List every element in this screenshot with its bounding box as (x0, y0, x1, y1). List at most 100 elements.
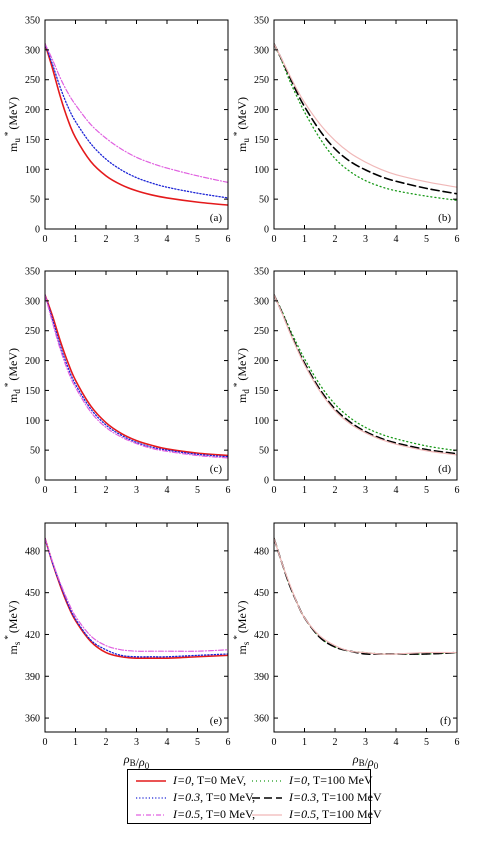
y-tick-label-a: 100 (25, 165, 40, 176)
y-tick-label-c: 100 (25, 416, 40, 427)
x-tick-label-f: 3 (363, 737, 368, 748)
y-tick-label-c: 200 (25, 356, 40, 367)
x-tick-label-b: 1 (302, 234, 307, 245)
y-tick-label-d: 350 (254, 267, 269, 278)
y-axis-label-f: ms*(MeV) (232, 600, 251, 654)
x-tick-label-b: 2 (333, 234, 338, 245)
y-tick-label-a: 50 (30, 195, 40, 206)
x-tick-label-f: 6 (455, 737, 460, 748)
y-tick-label-d: 0 (264, 476, 269, 487)
panel-d: 0 1 2 3 4 5 6 0 50 100 150 200 250 300 350 (d) md*(MeV) (232, 267, 460, 497)
y-tick-label-e: 360 (25, 714, 40, 725)
x-tick-label-e: 3 (134, 737, 139, 748)
series-group-a (45, 43, 228, 206)
legend-swatch-3 (136, 797, 166, 799)
x-tick-label-f: 0 (272, 737, 277, 748)
series-line-a-s1 (45, 43, 228, 206)
x-tick-label-c: 3 (134, 485, 139, 496)
x-tick-label-e: 4 (165, 737, 170, 748)
series-line-f-s6 (274, 537, 457, 655)
plot-frame-d (273, 270, 458, 481)
y-tick-label-f: 420 (254, 630, 269, 641)
x-tick-label-d: 4 (394, 485, 399, 496)
series-group-b (274, 43, 457, 201)
series-group-c (45, 294, 228, 459)
y-tick-label-d: 100 (254, 416, 269, 427)
x-tick-label-c: 4 (165, 485, 170, 496)
legend-label-2: I=0, T=100 MeV (289, 772, 373, 789)
y-tick-label-b: 300 (254, 45, 269, 56)
y-tick-label-e: 390 (25, 672, 40, 683)
y-tick-label-b: 50 (259, 195, 269, 206)
series-line-b-s4 (274, 43, 457, 195)
panel-b: 0 1 2 3 4 5 6 0 50 100 150 200 250 300 350 (b) mu*(MeV) (232, 16, 460, 246)
y-axis-label-d: md*(MeV) (232, 348, 251, 403)
legend-swatch-1 (136, 780, 166, 782)
x-tick-label-e: 6 (226, 737, 231, 748)
x-tick-label-a: 6 (226, 234, 231, 245)
y-tick-label-b: 350 (254, 16, 269, 27)
x-tick-label-a: 5 (195, 234, 200, 245)
legend-text-5: , T=0 MeV, (200, 807, 256, 821)
series-line-c-s5 (45, 294, 228, 459)
panel-a: 0 1 2 3 4 5 6 0 50 100 150 200 250 300 350 (a) mu*(MeV) (3, 16, 231, 246)
legend-label-3: I=0.3, T=0 MeV, (173, 789, 255, 806)
y-tick-label-d: 50 (259, 446, 269, 457)
panel-c: 0 1 2 3 4 5 6 0 50 100 150 200 250 300 350 (c) md*(MeV) (3, 267, 231, 497)
y-tick-label-f: 360 (254, 714, 269, 725)
y-tick-label-a: 350 (25, 16, 40, 27)
x-tick-label-b: 0 (272, 234, 277, 245)
x-tick-label-f: 4 (394, 737, 399, 748)
y-tick-label-c: 50 (30, 446, 40, 457)
panel-e: 0 1 2 3 4 5 6 360 390 420 450 480 (e) ms*(MeV) ρB/ρ0 (3, 522, 231, 771)
x-tick-label-c: 1 (73, 485, 78, 496)
y-tick-label-c: 250 (25, 326, 40, 337)
series-group-f (274, 537, 457, 655)
legend-text-2: , T=100 MeV (307, 773, 373, 787)
x-axis-label-e: ρB/ρ0 (123, 752, 150, 771)
y-tick-label-c: 150 (25, 386, 40, 397)
legend-italic-2: I=0 (289, 773, 308, 787)
legend-swatch-5 (136, 814, 166, 816)
y-tick-label-d: 200 (254, 356, 269, 367)
y-tick-label-b: 250 (254, 75, 269, 86)
legend-italic-4: I=0.3 (289, 790, 317, 804)
panel-label-a: (a) (210, 212, 223, 224)
y-tick-label-e: 450 (25, 588, 40, 599)
legend-label-1: I=0, T=0 MeV, (173, 772, 246, 789)
y-tick-label-c: 300 (25, 296, 40, 307)
x-tick-label-f: 5 (424, 737, 429, 748)
panel-label-d: (d) (438, 463, 451, 475)
legend-label-6: I=0.5, T=100 MeV (289, 806, 382, 823)
x-tick-label-b: 6 (455, 234, 460, 245)
series-group-e (45, 537, 228, 660)
x-tick-label-e: 1 (73, 737, 78, 748)
y-tick-label-d: 250 (254, 326, 269, 337)
legend-swatch-4 (252, 797, 282, 799)
y-axis-label-e: ms*(MeV) (3, 600, 22, 654)
y-tick-label-b: 0 (264, 225, 269, 236)
y-tick-label-b: 200 (254, 105, 269, 116)
x-tick-label-d: 3 (363, 485, 368, 496)
series-line-c-s3 (45, 294, 228, 458)
legend-text-1: , T=0 MeV, (191, 773, 247, 787)
x-axis-label-f: ρB/ρ0 (352, 752, 379, 771)
x-tick-label-b: 5 (424, 234, 429, 245)
y-axis-label-c: md*(MeV) (3, 348, 22, 403)
x-tick-label-f: 1 (302, 737, 307, 748)
legend-swatch-2 (252, 780, 282, 782)
panel-label-b: (b) (438, 212, 451, 224)
series-line-e-s1 (45, 537, 228, 660)
x-tick-label-e: 0 (43, 737, 48, 748)
panel-label-c: (c) (210, 463, 223, 475)
series-line-d-s2 (274, 294, 457, 452)
series-line-f-s2 (274, 537, 457, 655)
y-tick-label-f: 480 (254, 546, 269, 557)
x-tick-label-b: 4 (394, 234, 399, 245)
x-tick-label-d: 0 (272, 485, 277, 496)
x-tick-label-d: 6 (455, 485, 460, 496)
x-tick-label-a: 3 (134, 234, 139, 245)
legend-text-4: , T=100 MeV (316, 790, 382, 804)
series-line-a-s5 (45, 43, 228, 184)
